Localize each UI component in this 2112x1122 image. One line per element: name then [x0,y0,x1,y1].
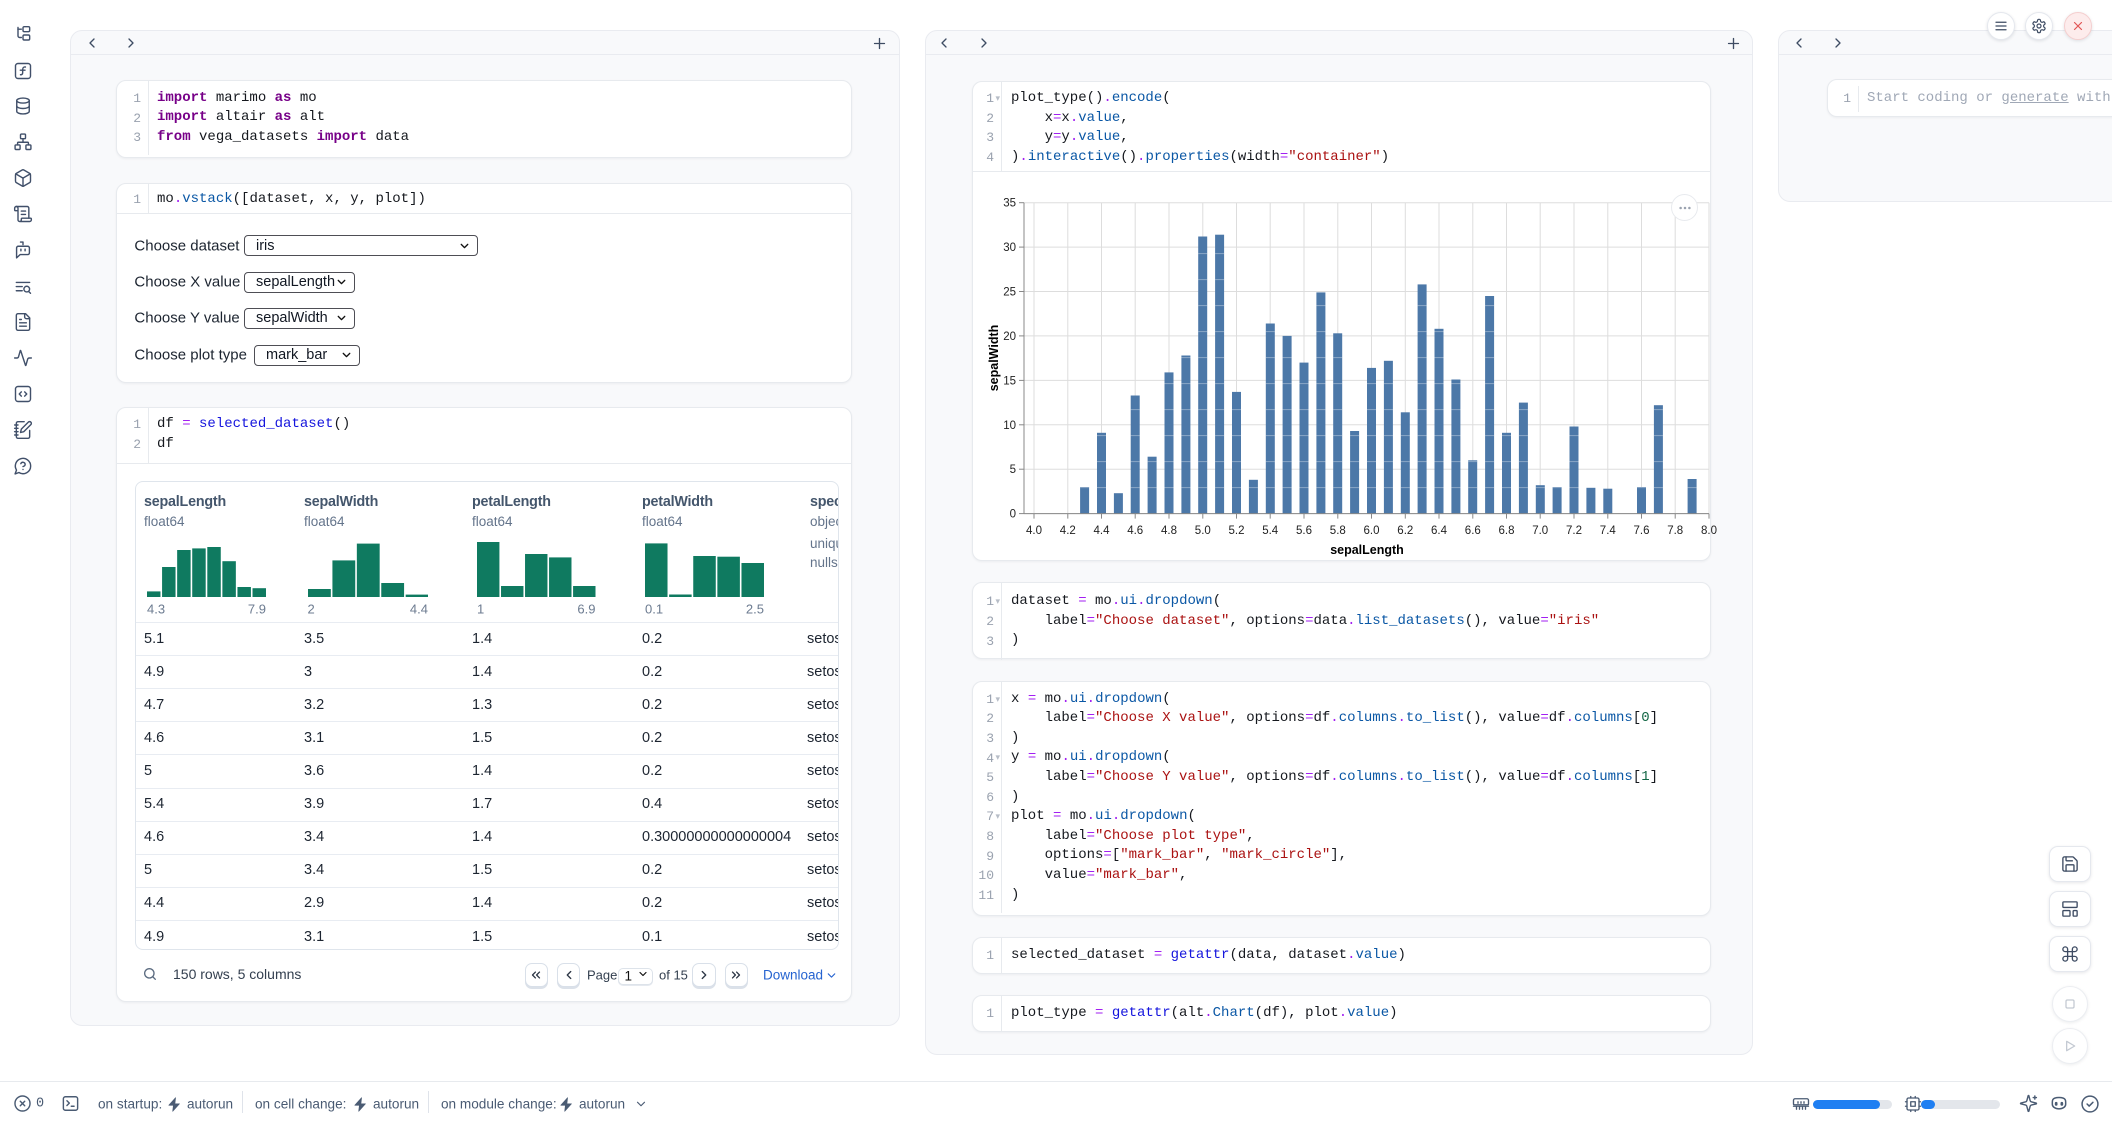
svg-text:7.8: 7.8 [1667,525,1683,537]
svg-text:20: 20 [1003,331,1016,343]
svg-text:35: 35 [1003,198,1016,210]
svg-text:25: 25 [1003,287,1016,299]
svg-text:10: 10 [1003,420,1016,432]
svg-text:4.6: 4.6 [1127,525,1143,537]
svg-text:5.2: 5.2 [1229,525,1245,537]
svg-text:6.8: 6.8 [1499,525,1515,537]
svg-text:7.6: 7.6 [1634,525,1650,537]
svg-text:5.6: 5.6 [1296,525,1312,537]
svg-text:6.6: 6.6 [1465,525,1481,537]
svg-text:4.8: 4.8 [1161,525,1177,537]
svg-text:30: 30 [1003,242,1016,254]
svg-text:7.4: 7.4 [1600,525,1617,537]
svg-text:7.2: 7.2 [1566,525,1582,537]
svg-text:4.2: 4.2 [1060,525,1076,537]
svg-text:sepalWidth: sepalWidth [987,325,1001,392]
svg-text:5: 5 [1010,464,1016,476]
svg-text:sepalLength: sepalLength [1330,543,1404,557]
svg-text:6.4: 6.4 [1431,525,1448,537]
svg-text:8.0: 8.0 [1701,525,1717,537]
svg-text:4.4: 4.4 [1094,525,1111,537]
svg-text:0: 0 [1010,509,1016,521]
svg-text:15: 15 [1003,375,1016,387]
svg-text:6.2: 6.2 [1397,525,1413,537]
svg-text:4.0: 4.0 [1026,525,1042,537]
svg-text:6.0: 6.0 [1364,525,1380,537]
svg-text:5.4: 5.4 [1262,525,1279,537]
svg-text:5.0: 5.0 [1195,525,1211,537]
svg-text:7.0: 7.0 [1532,525,1548,537]
svg-text:5.8: 5.8 [1330,525,1346,537]
